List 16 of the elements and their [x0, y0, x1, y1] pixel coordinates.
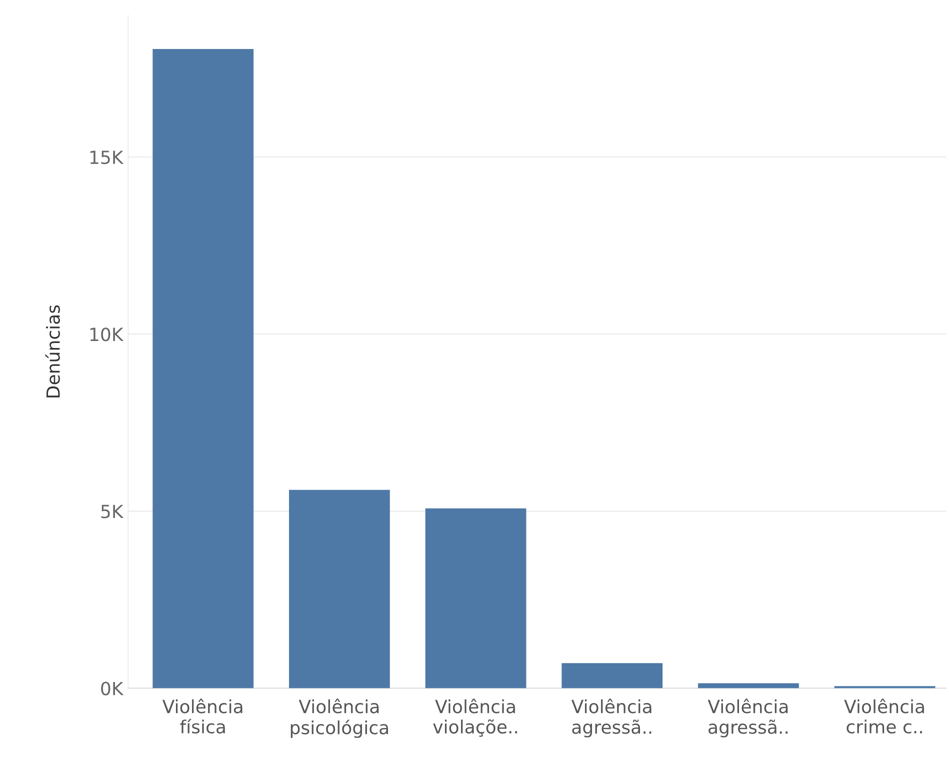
- bar: [288, 490, 390, 688]
- y-tick-label: 5K: [101, 504, 124, 518]
- x-tick-label: Violência agressã..: [571, 698, 652, 738]
- bar: [698, 683, 799, 688]
- x-tick-label: Violência agressã..: [708, 698, 788, 738]
- x-tick-label: Violência física: [162, 698, 242, 734]
- x-tick-label: Violência psicológica: [290, 698, 388, 738]
- x-tick-label: Violência crime c..: [844, 698, 924, 734]
- y-tick-label: 0K: [101, 682, 124, 696]
- y-tick-label: 10K: [90, 328, 124, 342]
- bar: [562, 663, 663, 688]
- x-tick-label: Violência violaçõe..: [433, 698, 518, 737]
- bar: [425, 508, 526, 688]
- bar: [152, 49, 254, 688]
- y-tick-label: 15K: [90, 150, 124, 164]
- y-axis-title: Denúncias: [45, 305, 60, 398]
